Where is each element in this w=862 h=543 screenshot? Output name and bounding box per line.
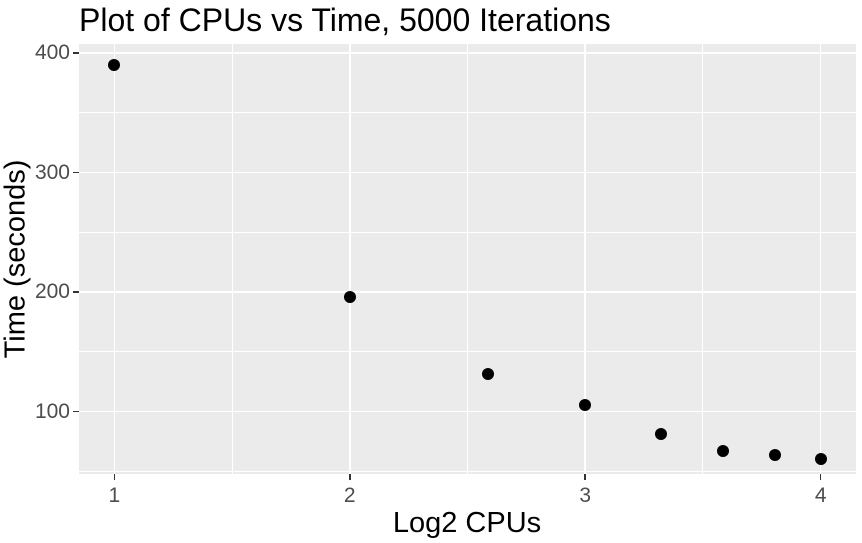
x-tick-label: 3 (579, 484, 592, 507)
h-gridline-minor (79, 470, 856, 472)
x-tick-mark (349, 474, 351, 480)
data-point (655, 427, 668, 440)
y-tick-mark (73, 52, 79, 54)
y-tick-label: 400 (34, 41, 70, 65)
data-point (481, 368, 494, 381)
v-gridline-major (113, 44, 116, 474)
x-tick-label: 2 (343, 484, 356, 507)
h-gridline-major (79, 410, 856, 413)
x-tick-mark (113, 474, 116, 480)
h-gridline-minor (79, 112, 856, 114)
v-gridline-minor (231, 44, 233, 474)
data-point (814, 453, 827, 466)
v-gridline-major (584, 44, 586, 474)
v-gridline-minor (702, 44, 704, 474)
h-gridline-minor (79, 351, 856, 353)
h-gridline-major (79, 52, 856, 54)
v-gridline-major (349, 44, 351, 474)
data-point (108, 58, 121, 71)
data-point (579, 399, 592, 412)
y-tick-label: 300 (34, 160, 70, 184)
h-gridline-major (79, 291, 856, 293)
data-point (716, 444, 729, 457)
v-gridline-minor (467, 44, 468, 474)
h-gridline-major (79, 171, 856, 174)
y-tick-label: 100 (34, 399, 70, 423)
y-tick-mark (73, 291, 79, 293)
x-tick-mark (819, 474, 822, 480)
data-point (343, 290, 356, 303)
v-gridline-major (819, 44, 822, 474)
x-tick-label: 4 (814, 484, 827, 507)
y-axis-title: Time (seconds) (0, 159, 32, 359)
plot-title: Plot of CPUs vs Time, 5000 Iterations (79, 2, 611, 38)
x-tick-mark (584, 474, 586, 480)
x-tick-label: 1 (108, 484, 121, 507)
plot-panel (79, 44, 856, 474)
x-axis-title: Log2 CPUs (392, 507, 542, 539)
data-point (769, 449, 782, 462)
h-gridline-minor (79, 231, 856, 233)
y-tick-mark (73, 410, 79, 413)
y-tick-label: 200 (34, 280, 70, 304)
y-tick-mark (73, 171, 79, 174)
